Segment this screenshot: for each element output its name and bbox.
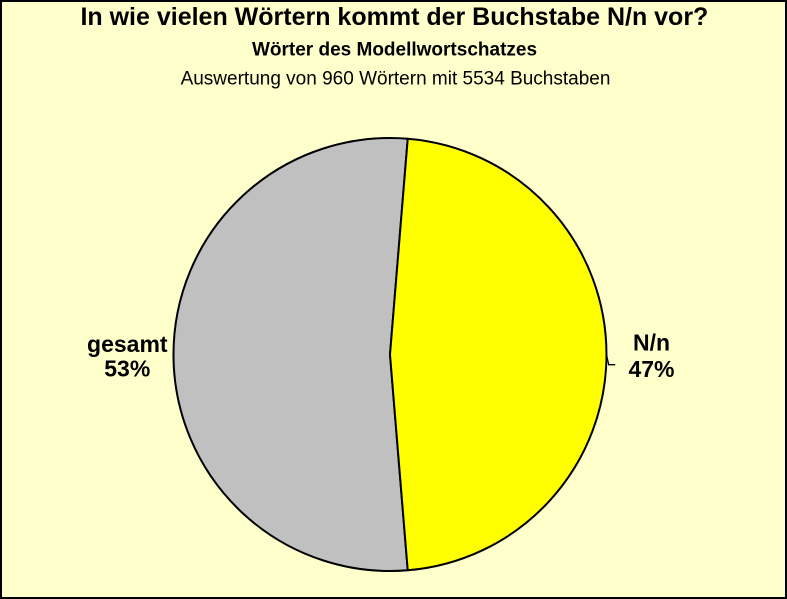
svg-text:Wörter des Modellwortschatzes: Wörter des Modellwortschatzes: [252, 39, 537, 60]
svg-text:gesamt: gesamt: [87, 331, 168, 357]
svg-text:In wie vielen Wörtern kommt de: In wie vielen Wörtern kommt der Buchstab…: [80, 3, 708, 31]
svg-text:Auswertung von 960 Wörtern mit: Auswertung von 960 Wörtern mit 5534 Buch…: [181, 69, 611, 90]
svg-text:53%: 53%: [104, 356, 150, 382]
svg-text:47%: 47%: [628, 356, 674, 382]
svg-text:N/n: N/n: [633, 330, 670, 356]
